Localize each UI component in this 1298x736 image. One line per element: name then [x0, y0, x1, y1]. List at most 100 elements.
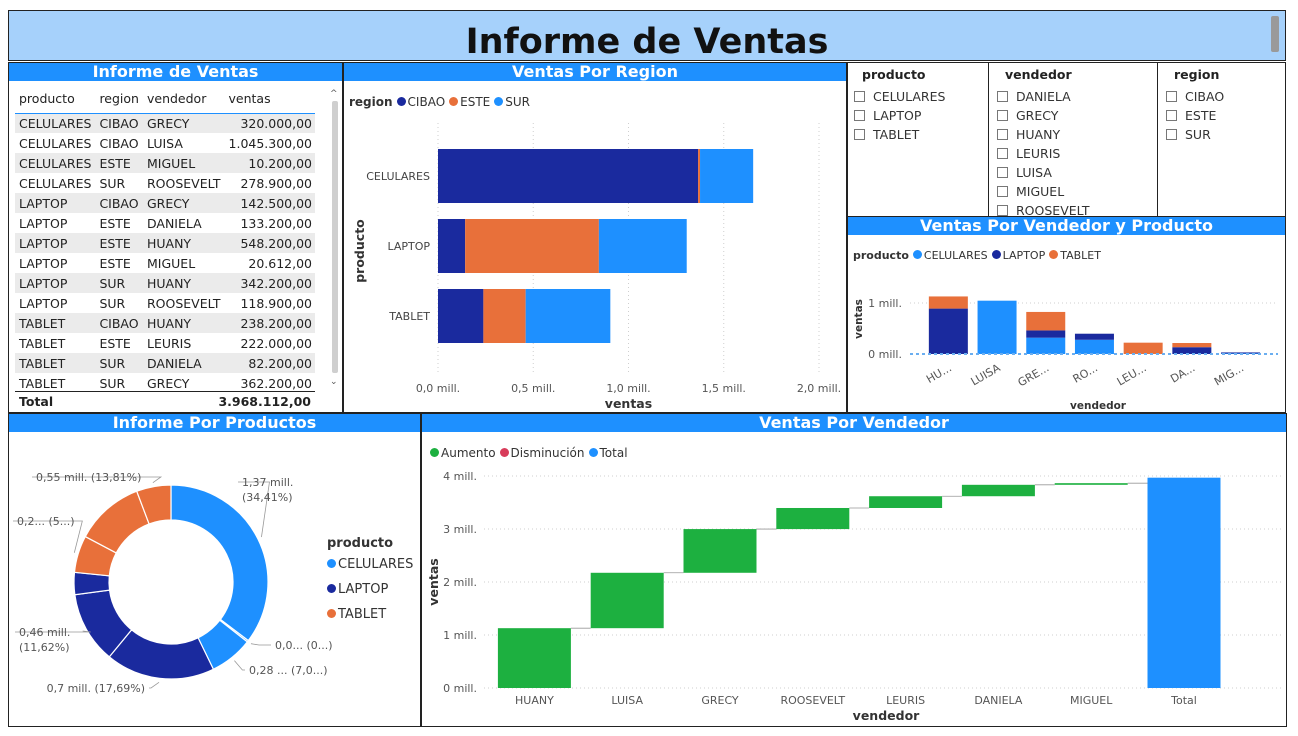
- table-row[interactable]: CELULARES CIBAO GRECY 320.000,00: [15, 113, 315, 133]
- bar-laptop-sur[interactable]: [598, 219, 687, 273]
- checkbox-icon[interactable]: [997, 186, 1008, 197]
- slicer-option-celulares[interactable]: CELULARES: [854, 89, 945, 104]
- bar-hu-laptop[interactable]: [928, 308, 968, 354]
- slicer-option-huany[interactable]: HUANY: [997, 127, 1060, 142]
- bar-leu-tablet[interactable]: [1123, 342, 1163, 354]
- legend-item-cibao[interactable]: CIBAO: [393, 95, 445, 109]
- table-row[interactable]: LAPTOP ESTE HUANY 548.200,00: [15, 233, 315, 253]
- waterfall-bar-daniela[interactable]: [961, 484, 1035, 497]
- slicer-option-luisa[interactable]: LUISA: [997, 165, 1052, 180]
- legend-item-celulares[interactable]: CELULARES: [327, 557, 413, 572]
- table-scrollbar[interactable]: ^ ⌄: [329, 85, 341, 391]
- legend-item-tablet[interactable]: TABLET: [1045, 249, 1101, 262]
- bar-celulares-este[interactable]: [698, 149, 701, 203]
- slicer-option-miguel[interactable]: MIGUEL: [997, 184, 1064, 199]
- checkbox-icon[interactable]: [997, 129, 1008, 140]
- page-scrollbar[interactable]: [1271, 16, 1279, 52]
- bar-tablet-cibao[interactable]: [438, 289, 484, 343]
- waterfall-bar-luisa[interactable]: [590, 572, 664, 629]
- table-row[interactable]: CELULARES SUR ROOSEVELT 278.900,00: [15, 173, 315, 193]
- slicer-option-leuris[interactable]: LEURIS: [997, 146, 1060, 161]
- legend-item-laptop[interactable]: LAPTOP: [327, 582, 413, 597]
- waterfall-bar-leuris[interactable]: [869, 496, 943, 508]
- slicer-option-tablet[interactable]: TABLET: [854, 127, 919, 142]
- bar-da-tablet[interactable]: [1172, 343, 1212, 348]
- slicer-option-laptop[interactable]: LAPTOP: [854, 108, 921, 123]
- waterfall-bar-grecy[interactable]: [683, 529, 757, 573]
- table-viewport[interactable]: producto region vendedor ventas CELULARES CI…: [15, 85, 315, 391]
- checkbox-icon[interactable]: [854, 129, 865, 140]
- x-tick-label: DA...: [1168, 361, 1197, 385]
- bar-hu-tablet[interactable]: [928, 296, 968, 309]
- slicer-option-cibao[interactable]: CIBAO: [1166, 89, 1224, 104]
- table-row[interactable]: TABLET CIBAO HUANY 238.200,00: [15, 313, 315, 333]
- scroll-down-icon[interactable]: ⌄: [330, 377, 338, 387]
- table-scroll-thumb[interactable]: [332, 101, 338, 373]
- column-header-vendedor[interactable]: vendedor: [146, 91, 207, 107]
- bar-laptop-este[interactable]: [465, 219, 599, 273]
- scroll-up-icon[interactable]: ^: [330, 89, 338, 99]
- bar-da-laptop[interactable]: [1172, 347, 1212, 354]
- x-tick-label: LUISA: [611, 694, 643, 707]
- column-header-producto[interactable]: producto: [19, 91, 75, 107]
- waterfall-bar-roosevelt[interactable]: [776, 507, 850, 530]
- table-row[interactable]: TABLET SUR DANIELA 82.200,00: [15, 353, 315, 373]
- legend-item-disminuci-n[interactable]: Disminución: [496, 446, 585, 460]
- checkbox-icon[interactable]: [997, 167, 1008, 178]
- bar-luisa-celulares[interactable]: [977, 300, 1017, 354]
- bar-tablet-este[interactable]: [483, 289, 526, 343]
- bar-gre-tablet[interactable]: [1026, 311, 1066, 331]
- slicer-option-este[interactable]: ESTE: [1166, 108, 1216, 123]
- x-tick-label: Total: [1170, 694, 1197, 707]
- legend-item-celulares[interactable]: CELULARES: [909, 249, 988, 262]
- bar-ro-laptop[interactable]: [1074, 333, 1114, 340]
- donut-slice-celulares-cibao[interactable]: [170, 484, 269, 642]
- checkbox-icon[interactable]: [854, 110, 865, 121]
- bar-celulares-cibao[interactable]: [438, 149, 699, 203]
- waterfall-bar-miguel[interactable]: [1054, 483, 1128, 485]
- table-row[interactable]: TABLET SUR GRECY 362.200,00: [15, 373, 315, 391]
- checkbox-icon[interactable]: [997, 148, 1008, 159]
- checkbox-icon[interactable]: [997, 110, 1008, 121]
- legend-item-aumento[interactable]: Aumento: [426, 446, 496, 460]
- table-row[interactable]: LAPTOP ESTE DANIELA 133.200,00: [15, 213, 315, 233]
- bar-celulares-sur[interactable]: [700, 149, 754, 203]
- legend-item-este[interactable]: ESTE: [445, 95, 490, 109]
- legend-item-laptop[interactable]: LAPTOP: [988, 249, 1045, 262]
- checkbox-icon[interactable]: [854, 91, 865, 102]
- checkbox-icon[interactable]: [1166, 91, 1177, 102]
- x-tick-label: HUANY: [515, 694, 554, 707]
- column-header-region[interactable]: region: [99, 91, 139, 107]
- slicer-option-roosevelt[interactable]: ROOSEVELT: [997, 203, 1090, 217]
- bar-mig-laptop[interactable]: [1221, 352, 1261, 354]
- x-axis-title: vendedor: [853, 708, 920, 723]
- table-row[interactable]: TABLET ESTE LEURIS 222.000,00: [15, 333, 315, 353]
- table-row[interactable]: LAPTOP ESTE MIGUEL 20.612,00: [15, 253, 315, 273]
- slicer-option-sur[interactable]: SUR: [1166, 127, 1211, 142]
- table-row[interactable]: CELULARES CIBAO LUISA 1.045.300,00: [15, 133, 315, 153]
- slicer-option-daniela[interactable]: DANIELA: [997, 89, 1071, 104]
- table-row[interactable]: LAPTOP SUR ROOSEVELT 118.900,00: [15, 293, 315, 313]
- waterfall-bar-total[interactable]: [1147, 477, 1221, 688]
- bar-gre-celulares[interactable]: [1026, 337, 1066, 354]
- checkbox-icon[interactable]: [997, 205, 1008, 216]
- bar-ro-celulares[interactable]: [1074, 339, 1114, 354]
- table-row[interactable]: LAPTOP SUR HUANY 342.200,00: [15, 273, 315, 293]
- checkbox-icon[interactable]: [1166, 110, 1177, 121]
- table-cell-producto: CELULARES: [15, 153, 96, 173]
- checkbox-icon[interactable]: [1166, 129, 1177, 140]
- bar-gre-laptop[interactable]: [1026, 330, 1066, 338]
- column-header-ventas[interactable]: ventas: [228, 91, 271, 107]
- donut-slice-tablet-este[interactable]: [135, 484, 172, 525]
- table-row[interactable]: CELULARES ESTE MIGUEL 10.200,00: [15, 153, 315, 173]
- bar-laptop-cibao[interactable]: [438, 219, 466, 273]
- waterfall-bar-huany[interactable]: [497, 628, 571, 688]
- legend-item-tablet[interactable]: TABLET: [327, 607, 413, 622]
- bar-tablet-sur[interactable]: [525, 289, 611, 343]
- checkbox-icon[interactable]: [997, 91, 1008, 102]
- table-cell-region: ESTE: [99, 335, 131, 351]
- slicer-option-grecy[interactable]: GRECY: [997, 108, 1058, 123]
- table-row[interactable]: LAPTOP CIBAO GRECY 142.500,00: [15, 193, 315, 213]
- legend-item-total[interactable]: Total: [585, 446, 628, 460]
- legend-item-sur[interactable]: SUR: [490, 95, 530, 109]
